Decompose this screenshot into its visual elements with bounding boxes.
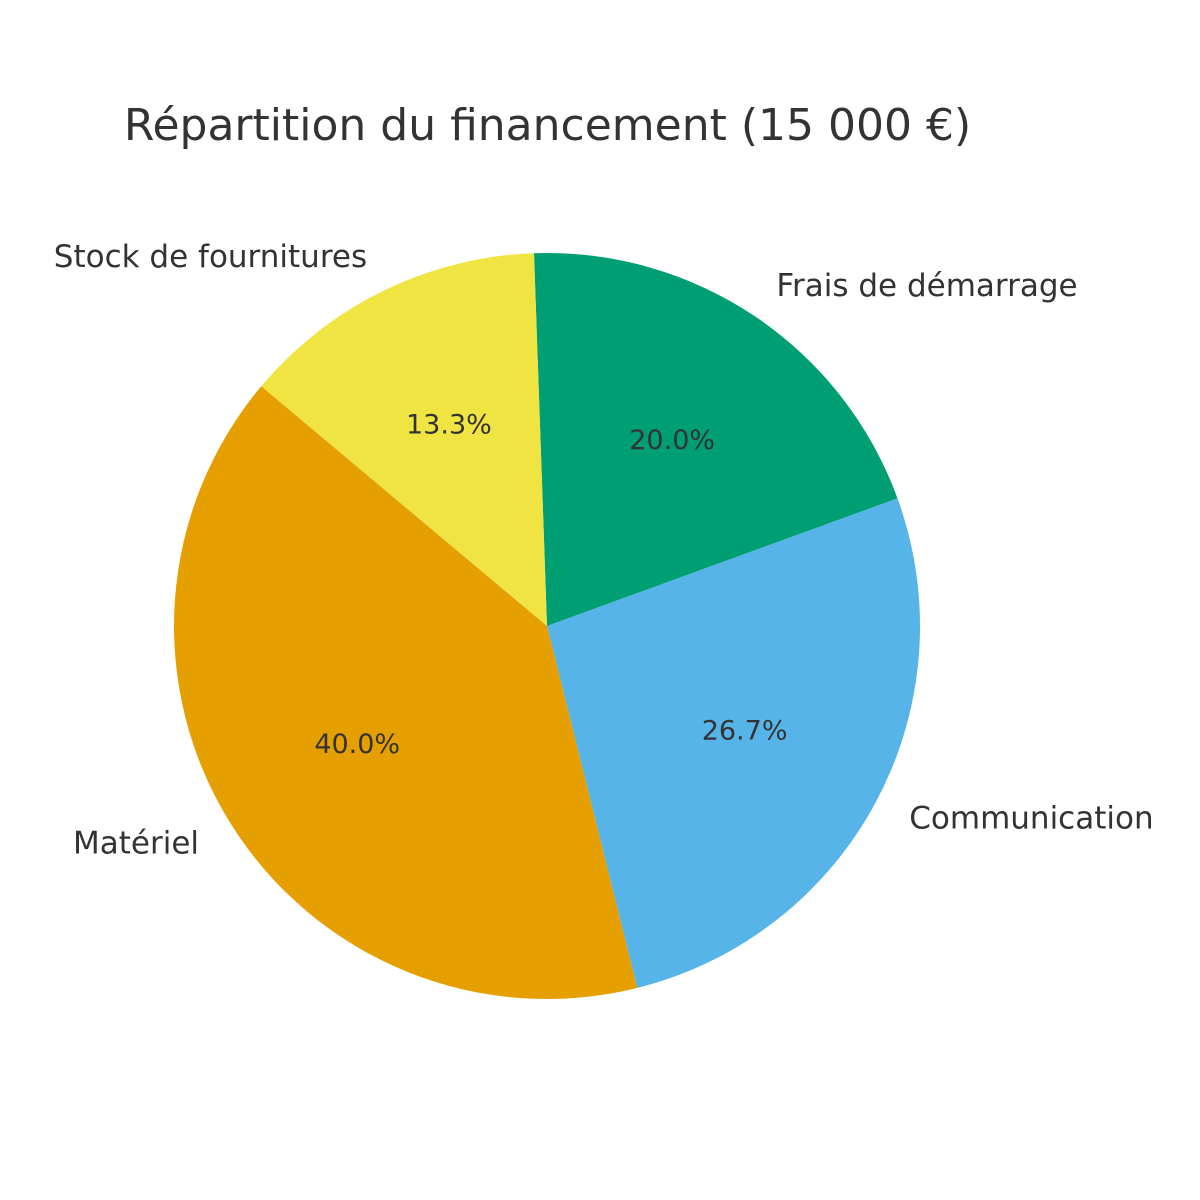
pie-slice-stock-de-fournitures xyxy=(261,253,547,626)
chart-title: Répartition du financement (15 000 €) xyxy=(123,100,972,151)
pie-category-label: Matériel xyxy=(73,825,199,861)
pie-category-label: Frais de démarrage xyxy=(776,268,1077,304)
pie-slices xyxy=(174,253,921,999)
pie-percent-label: 40.0% xyxy=(314,729,400,760)
pie-percent-label: 13.3% xyxy=(406,409,492,440)
pie-slice-communication xyxy=(547,498,921,988)
pie-category-label: Stock de fournitures xyxy=(54,239,367,275)
pie-percent-label: 26.7% xyxy=(702,716,788,747)
pie-slice-materiel xyxy=(174,386,638,999)
pie-percent-label: 20.0% xyxy=(629,425,715,456)
pie-labels: 20.0% Frais de démarrage 26.7% Communicatio… xyxy=(54,239,1154,861)
pie-category-label: Communication xyxy=(909,801,1153,837)
pie-slice-frais-de-demarrage xyxy=(533,253,898,626)
